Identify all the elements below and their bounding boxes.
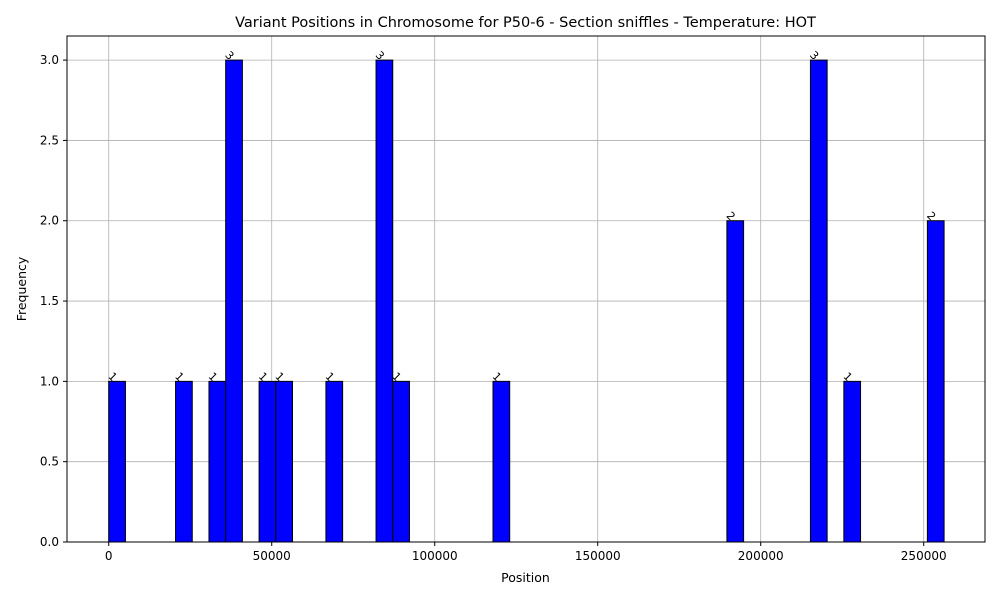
x-tick-label: 50000 xyxy=(253,549,291,563)
x-tick-label: 100000 xyxy=(412,549,458,563)
x-tick-label: 0 xyxy=(105,549,113,563)
y-tick-label: 0.0 xyxy=(40,535,59,549)
histogram-bar xyxy=(843,380,862,543)
histogram-bar xyxy=(726,220,745,543)
x-tick-label: 200000 xyxy=(738,549,784,563)
y-tick-label: 0.5 xyxy=(40,455,59,469)
histogram-bar xyxy=(108,380,126,543)
y-axis-ticks: 0.0 0.5 1.0 1.5 2.0 2.5 3.0 xyxy=(40,53,67,549)
histogram-bar xyxy=(325,380,344,543)
histogram-bar xyxy=(492,380,511,543)
histogram-bar xyxy=(392,380,410,543)
histogram-bar xyxy=(375,59,394,543)
histogram-bar xyxy=(275,380,294,543)
y-tick-label: 3.0 xyxy=(40,53,59,67)
histogram-bar xyxy=(926,220,945,543)
y-axis-title: Frequency xyxy=(14,256,29,321)
histogram-bar xyxy=(175,380,193,543)
y-tick-label: 2.0 xyxy=(40,214,59,228)
x-axis-title: Position xyxy=(501,570,550,585)
y-tick-label: 1.0 xyxy=(40,374,59,388)
y-tick-label: 2.5 xyxy=(40,133,59,147)
histogram-bar xyxy=(809,59,828,543)
histogram-bar xyxy=(208,380,227,543)
plot-frame xyxy=(66,35,986,543)
x-axis-ticks: 0 50000 100000 150000 200000 250000 xyxy=(105,542,947,563)
x-tick-label: 150000 xyxy=(575,549,621,563)
chart-title: Variant Positions in Chromosome for P50-… xyxy=(235,15,816,31)
histogram-bar xyxy=(258,380,277,543)
x-tick-label: 250000 xyxy=(901,549,947,563)
y-tick-label: 1.5 xyxy=(40,294,59,308)
histogram-bar xyxy=(225,59,243,543)
